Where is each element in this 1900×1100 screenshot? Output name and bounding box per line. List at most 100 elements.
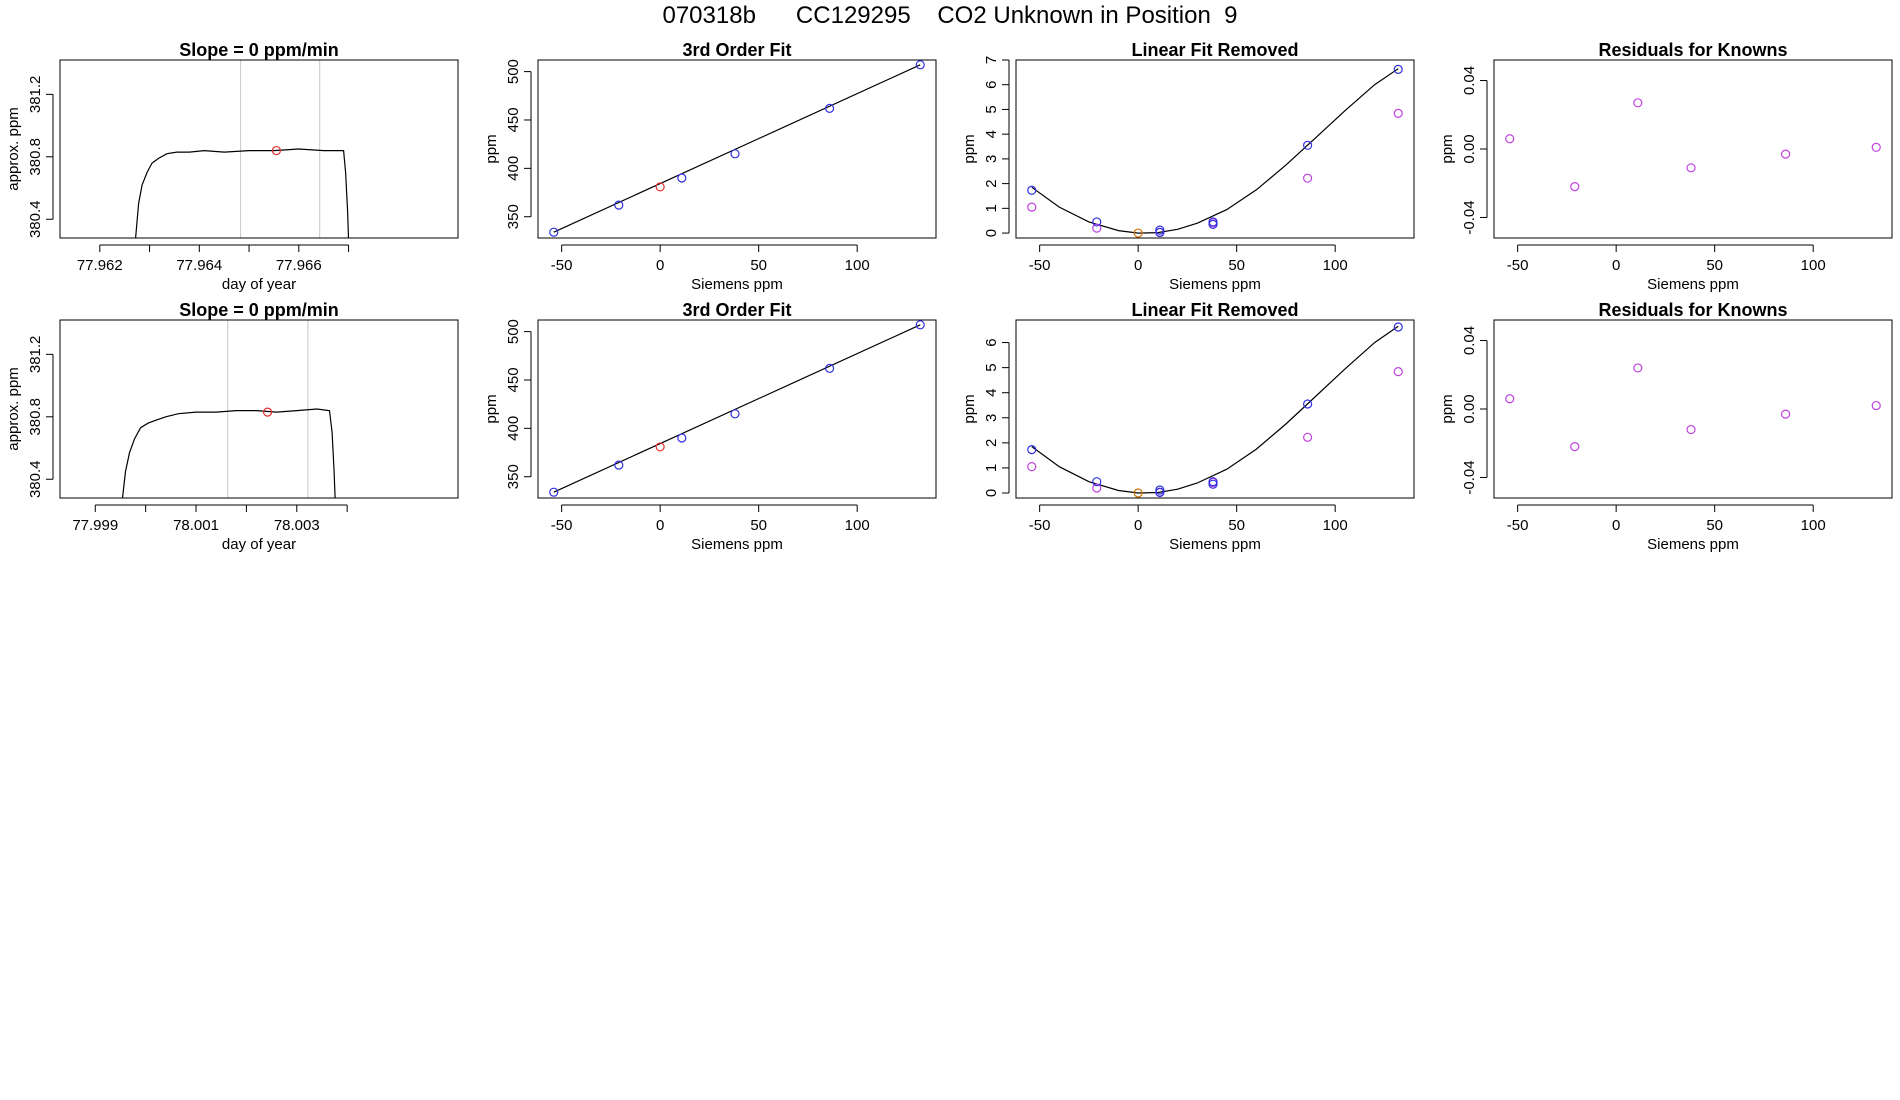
y-axis-label: ppm — [483, 394, 500, 423]
x-axis-label: day of year — [222, 536, 296, 553]
x-tick-label: -50 — [1029, 257, 1051, 274]
known-point — [1303, 140, 1313, 150]
panel-title: Slope = 0 ppm/min — [179, 40, 339, 60]
residual-point — [1027, 202, 1037, 212]
x-tick-label: 0 — [1612, 517, 1620, 534]
residual-point — [1781, 149, 1791, 159]
panel-title: Residuals for Knowns — [1598, 40, 1787, 60]
known-point — [614, 460, 624, 470]
residual-point — [1781, 409, 1791, 419]
average-point — [271, 145, 282, 156]
y-tick-label: 2 — [983, 439, 1000, 447]
x-tick-label: 77.962 — [77, 257, 123, 274]
known-point — [1155, 487, 1165, 497]
y-tick-label: 380.8 — [27, 138, 44, 176]
known-point — [915, 320, 925, 330]
residual-point — [1505, 134, 1515, 144]
y-tick-label: 7 — [983, 56, 1000, 64]
known-point — [1155, 227, 1165, 237]
plot-frame — [537, 59, 937, 239]
known-point — [1092, 477, 1102, 487]
known-point — [1303, 399, 1313, 409]
y-tick-label: 380.4 — [27, 200, 44, 238]
x-tick-label: 100 — [1801, 257, 1826, 274]
known-point — [677, 173, 687, 183]
x-axis-label: Siemens ppm — [1169, 536, 1261, 553]
known-point — [549, 227, 559, 237]
trace-line — [135, 148, 350, 239]
y-axis-label: ppm — [1439, 394, 1456, 423]
plot-frame — [59, 319, 459, 499]
y-axis-label: ppm — [961, 394, 978, 423]
known-point — [730, 149, 740, 159]
unknown-point — [655, 182, 665, 192]
known-point — [915, 60, 925, 70]
x-tick-label: 0 — [1612, 257, 1620, 274]
y-tick-label: 2 — [983, 179, 1000, 187]
y-tick-label: 4 — [983, 130, 1000, 138]
y-axis-label: approx. ppm — [5, 107, 22, 190]
residual-point — [1686, 424, 1696, 435]
y-tick-label: 400 — [505, 416, 522, 441]
residual-point — [1686, 163, 1696, 173]
panel-title: Linear Fit Removed — [1131, 40, 1298, 60]
fit-curve — [1031, 325, 1399, 494]
unknown-point — [1133, 488, 1143, 498]
x-tick-label: 100 — [845, 257, 870, 274]
x-tick-label: 100 — [1323, 257, 1348, 274]
y-tick-label: 0.04 — [1461, 326, 1478, 355]
known-point — [1393, 322, 1403, 332]
known-point — [1027, 445, 1037, 455]
x-tick-label: 78.001 — [173, 517, 219, 534]
plot-frame — [1493, 59, 1893, 239]
y-tick-label: 350 — [505, 204, 522, 229]
x-tick-label: 50 — [1706, 517, 1723, 534]
known-point — [677, 433, 687, 443]
x-tick-label: 100 — [1323, 517, 1348, 534]
residual-point — [1092, 483, 1102, 493]
y-tick-label: 400 — [505, 156, 522, 181]
unknown-point — [1133, 228, 1143, 238]
known-point — [1208, 219, 1218, 230]
unknown-point — [655, 442, 665, 452]
y-axis-label: ppm — [483, 134, 500, 163]
residual-point — [1303, 432, 1313, 442]
average-point — [262, 407, 273, 417]
plot-frame — [1493, 319, 1893, 499]
y-tick-label: -0.04 — [1461, 200, 1478, 234]
plot-frame — [1015, 319, 1415, 499]
x-tick-label: 78.003 — [274, 517, 320, 534]
x-tick-label: 77.964 — [176, 257, 222, 274]
y-tick-label: -0.04 — [1461, 460, 1478, 494]
y-tick-label: 350 — [505, 464, 522, 489]
x-tick-label: 50 — [1706, 257, 1723, 274]
y-tick-label: 6 — [983, 81, 1000, 89]
y-tick-label: 1 — [983, 204, 1000, 212]
plot-frame — [1015, 59, 1415, 239]
y-tick-label: 381.2 — [27, 336, 44, 374]
x-tick-label: 77.999 — [72, 517, 118, 534]
y-axis-label: ppm — [1439, 134, 1456, 163]
x-axis-label: day of year — [222, 276, 296, 293]
panel-title: 3rd Order Fit — [682, 300, 791, 320]
y-tick-label: 380.8 — [27, 398, 44, 436]
residual-point — [1633, 98, 1643, 108]
known-point — [1027, 185, 1037, 195]
x-tick-label: -50 — [1507, 257, 1529, 274]
fit-line — [553, 64, 921, 233]
x-tick-label: -50 — [551, 257, 573, 274]
plot-frame — [537, 319, 937, 499]
y-tick-label: 381.2 — [27, 76, 44, 114]
fit-line — [553, 324, 921, 493]
y-axis-label: ppm — [961, 134, 978, 163]
x-tick-label: 50 — [1228, 257, 1245, 274]
residual-point — [1570, 182, 1580, 192]
residual-point — [1871, 400, 1881, 411]
known-point — [1208, 479, 1218, 489]
x-tick-label: 50 — [750, 257, 767, 274]
residual-point — [1633, 363, 1643, 373]
y-tick-label: 5 — [983, 363, 1000, 371]
x-tick-label: 100 — [1801, 517, 1826, 534]
x-axis-label: Siemens ppm — [1169, 276, 1261, 293]
